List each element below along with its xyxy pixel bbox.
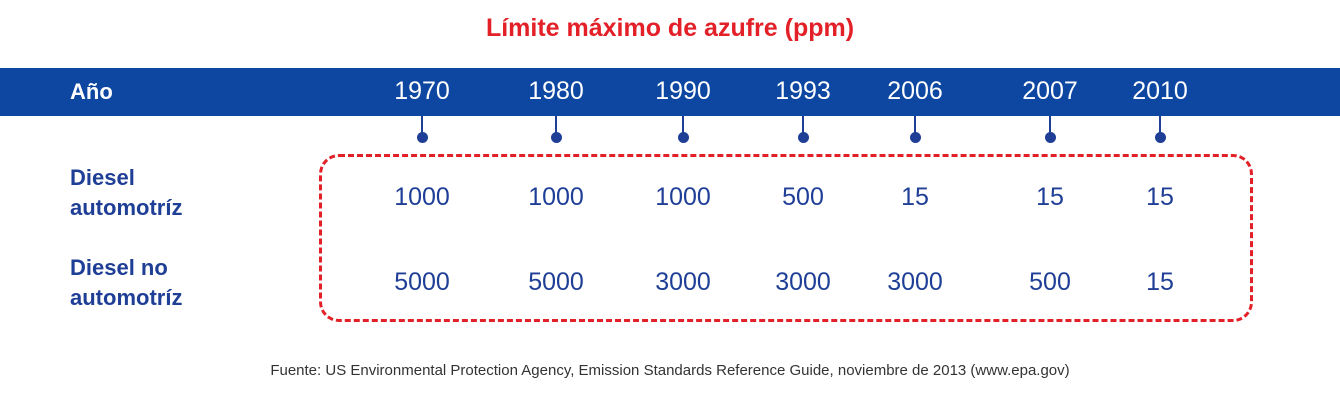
value-cell-0-6: 15 <box>1146 183 1174 211</box>
timeline-stem-1 <box>555 116 557 136</box>
timeline-stem-6 <box>1159 116 1161 136</box>
timeline-stem-3 <box>802 116 804 136</box>
timeline-dot-3 <box>797 132 809 143</box>
value-cell-1-6: 15 <box>1146 268 1174 296</box>
timeline-dot-5 <box>1044 132 1056 143</box>
year-label-0: 1970 <box>394 77 450 105</box>
year-label-3: 1993 <box>775 77 831 105</box>
year-label-1: 1980 <box>528 77 584 105</box>
value-cell-0-1: 1000 <box>528 183 584 211</box>
timeline-stem-5 <box>1049 116 1051 136</box>
timeline-stem-4 <box>914 116 916 136</box>
timeline-dot-0 <box>416 132 428 143</box>
values-dashed-box <box>319 154 1253 322</box>
source-note: Fuente: US Environmental Protection Agen… <box>270 362 1070 379</box>
value-cell-1-5: 500 <box>1029 268 1071 296</box>
timeline-stem-0 <box>421 116 423 136</box>
row-label-0: Diesel automotríz <box>70 165 183 220</box>
value-cell-0-3: 500 <box>782 183 824 211</box>
year-label-2: 1990 <box>655 77 711 105</box>
year-header-label: Año <box>70 79 113 104</box>
value-cell-1-4: 3000 <box>887 268 943 296</box>
year-label-5: 2007 <box>1022 77 1078 105</box>
timeline-stem-2 <box>682 116 684 136</box>
value-cell-0-2: 1000 <box>655 183 711 211</box>
value-cell-1-0: 5000 <box>394 268 450 296</box>
value-cell-0-5: 15 <box>1036 183 1064 211</box>
value-cell-0-0: 1000 <box>394 183 450 211</box>
year-header-band <box>0 68 1340 116</box>
value-cell-1-3: 3000 <box>775 268 831 296</box>
value-cell-0-4: 15 <box>901 183 929 211</box>
timeline-dot-4 <box>909 132 921 143</box>
timeline-dot-2 <box>677 132 689 143</box>
timeline-dot-1 <box>550 132 562 143</box>
row-label-1: Diesel no automotríz <box>70 255 183 310</box>
value-cell-1-2: 3000 <box>655 268 711 296</box>
timeline-dot-6 <box>1154 132 1166 143</box>
chart-title: Límite máximo de azufre (ppm) <box>485 14 855 42</box>
value-cell-1-1: 5000 <box>528 268 584 296</box>
year-label-6: 2010 <box>1132 77 1188 105</box>
year-label-4: 2006 <box>887 77 943 105</box>
